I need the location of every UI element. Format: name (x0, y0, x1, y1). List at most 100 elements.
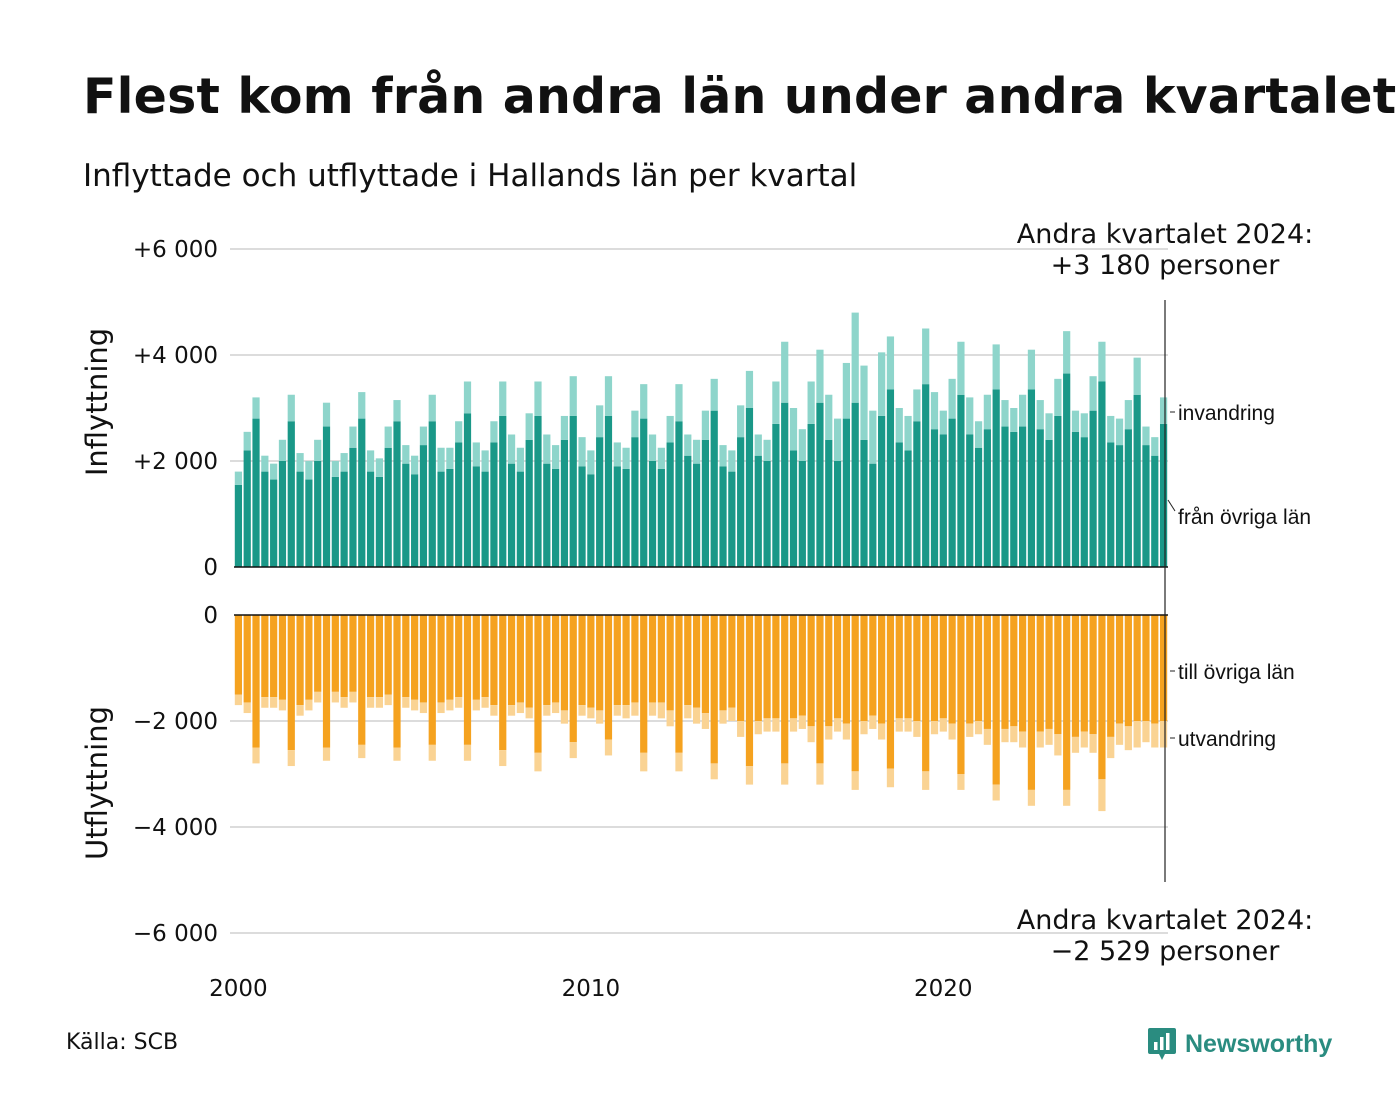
bar-invandring (1133, 357, 1141, 395)
bar-till-ovriga-lan (745, 615, 754, 767)
bar-till-ovriga-lan (948, 615, 956, 724)
bar-till-ovriga-lan (261, 615, 269, 698)
bar-invandring (499, 381, 507, 416)
bar-till-ovriga-lan (939, 615, 947, 719)
annotation-bottom-line1: Andra kvartalet 2024: (1017, 905, 1313, 936)
bar-till-ovriga-lan (234, 615, 243, 695)
bar-till-ovriga-lan (587, 615, 595, 708)
bar-invandring (939, 410, 947, 435)
bar-fran-ovriga-lan (913, 421, 921, 567)
bar-fran-ovriga-lan (684, 455, 692, 567)
bar-till-ovriga-lan (1019, 615, 1027, 732)
bar-utvandring (1036, 731, 1044, 748)
x-tick-label: 2010 (562, 976, 621, 1002)
bar-fran-ovriga-lan (719, 466, 727, 567)
bar-till-ovriga-lan (270, 615, 278, 698)
bar-till-ovriga-lan (613, 615, 621, 706)
bar-till-ovriga-lan (754, 615, 762, 721)
bar-invandring (701, 410, 710, 440)
y-tick-label-top: +4 000 (133, 343, 218, 369)
y-tick-label-top: 0 (203, 555, 218, 581)
bar-invandring (604, 376, 613, 416)
bar-invandring (375, 458, 383, 477)
bar-till-ovriga-lan (525, 615, 533, 708)
bar-utvandring (860, 721, 868, 735)
bar-fran-ovriga-lan (402, 463, 410, 567)
bar-till-ovriga-lan (534, 615, 542, 753)
bar-utvandring (895, 718, 903, 732)
bar-fran-ovriga-lan (1045, 439, 1053, 567)
bar-utvandring (842, 723, 850, 740)
bar-fran-ovriga-lan (974, 447, 983, 567)
bar-utvandring (922, 771, 930, 790)
bar-fran-ovriga-lan (560, 439, 569, 567)
bar-utvandring (543, 705, 551, 716)
bar-fran-ovriga-lan (331, 476, 339, 567)
bar-till-ovriga-lan (666, 615, 674, 711)
bar-utvandring (1151, 723, 1159, 748)
bar-invandring (1080, 413, 1088, 438)
bar-utvandring (578, 705, 586, 716)
bar-invandring (666, 415, 674, 443)
bar-invandring (878, 352, 886, 416)
bar-till-ovriga-lan (974, 615, 983, 721)
bar-till-ovriga-lan (657, 615, 665, 703)
bar-utvandring (560, 710, 569, 724)
bar-till-ovriga-lan (895, 615, 903, 719)
bar-utvandring (763, 718, 771, 732)
bar-fran-ovriga-lan (657, 468, 665, 567)
bar-invandring (349, 426, 357, 448)
bar-fran-ovriga-lan (631, 437, 639, 567)
brand-logo[interactable]: Newsworthy (1147, 1024, 1332, 1064)
bar-invandring (1124, 400, 1132, 430)
bar-fran-ovriga-lan (587, 474, 595, 567)
bar-till-ovriga-lan (930, 615, 939, 721)
bar-utvandring (1071, 736, 1080, 753)
bar-utvandring (825, 726, 833, 740)
bar-invandring (745, 370, 754, 408)
bar-till-ovriga-lan (1080, 615, 1088, 732)
bar-fran-ovriga-lan (358, 418, 366, 567)
y-tick-label-bottom: 0 (203, 603, 218, 629)
bar-utvandring (657, 702, 665, 719)
bar-fran-ovriga-lan (939, 434, 947, 567)
bar-utvandring (913, 721, 921, 737)
bar-till-ovriga-lan (455, 615, 463, 698)
bar-fran-ovriga-lan (772, 423, 780, 567)
bar-utvandring (728, 707, 736, 721)
bar-utvandring (886, 768, 895, 788)
bar-till-ovriga-lan (878, 615, 886, 724)
series-label-invandring: invandring (1178, 402, 1275, 425)
bar-till-ovriga-lan (631, 615, 639, 703)
bar-fran-ovriga-lan (710, 410, 718, 567)
bar-utvandring (833, 718, 842, 732)
bar-utvandring (596, 710, 604, 724)
bar-till-ovriga-lan (763, 615, 771, 719)
chart-subtitle: Inflyttade och utflyttade i Hallands län… (83, 158, 858, 194)
bar-utvandring (701, 713, 710, 729)
bar-invandring (314, 439, 322, 461)
bar-fran-ovriga-lan (1151, 455, 1159, 567)
bar-invandring (1071, 410, 1080, 432)
y-tick-label-bottom: −6 000 (133, 921, 218, 947)
bar-invandring (657, 447, 665, 469)
bar-invandring (587, 450, 595, 475)
chart-title: Flest kom från andra län under andra kva… (83, 68, 1397, 125)
bar-till-ovriga-lan (886, 615, 895, 769)
bar-till-ovriga-lan (701, 615, 710, 714)
bar-invandring (411, 455, 419, 475)
bar-utvandring (287, 750, 295, 767)
bar-invandring (552, 445, 560, 469)
bar-fran-ovriga-lan (349, 447, 357, 567)
bar-fran-ovriga-lan (666, 442, 674, 567)
bar-fran-ovriga-lan (261, 471, 269, 567)
bar-invandring (1107, 415, 1115, 443)
bar-fran-ovriga-lan (842, 418, 850, 567)
bar-invandring (640, 384, 648, 419)
bar-fran-ovriga-lan (322, 426, 331, 567)
bar-utvandring (622, 705, 630, 719)
bar-fran-ovriga-lan (807, 423, 815, 567)
bar-fran-ovriga-lan (692, 463, 701, 567)
bar-invandring (692, 439, 701, 464)
bar-invandring (763, 439, 771, 461)
